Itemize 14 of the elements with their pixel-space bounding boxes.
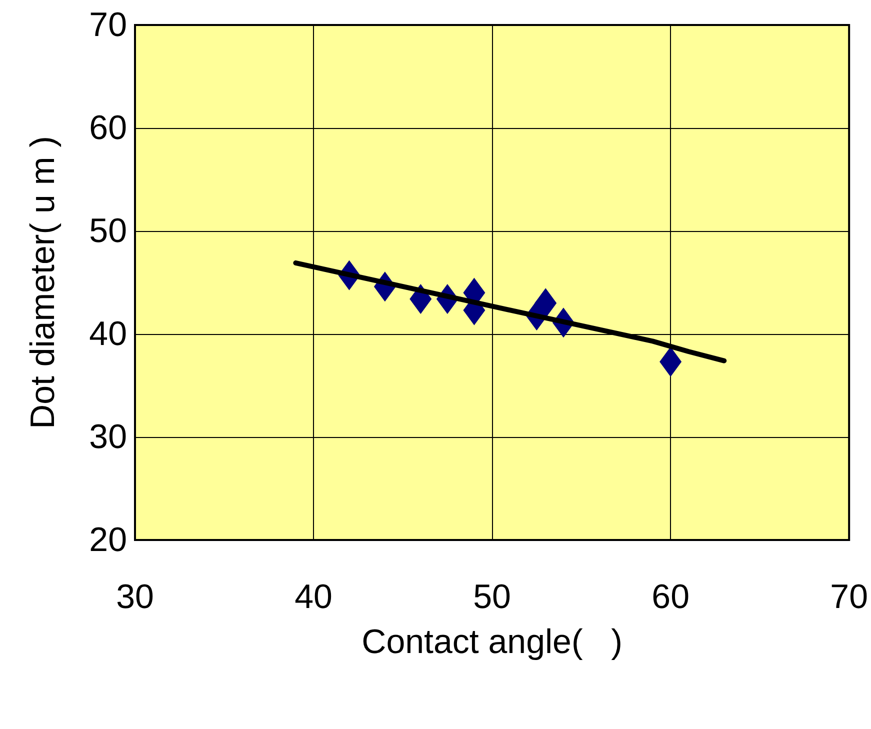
x-tick-label: 60: [652, 578, 690, 616]
x-tick-label: 30: [116, 578, 154, 616]
y-tick-label: 50: [89, 212, 127, 250]
point: [660, 346, 682, 377]
y-tick-label: 40: [89, 315, 127, 353]
y-tick-label: 30: [89, 418, 127, 456]
x-axis-title: Contact angle( ): [362, 623, 622, 661]
x-tick-label: 50: [473, 578, 511, 616]
y-tick-label: 20: [89, 521, 127, 559]
y-tick-label: 60: [89, 109, 127, 147]
x-tick-label: 40: [294, 578, 332, 616]
y-axis-title: Dot diameter( u m ): [24, 136, 62, 429]
x-tick-label: 70: [830, 578, 868, 616]
y-tick-label: 70: [89, 6, 127, 44]
